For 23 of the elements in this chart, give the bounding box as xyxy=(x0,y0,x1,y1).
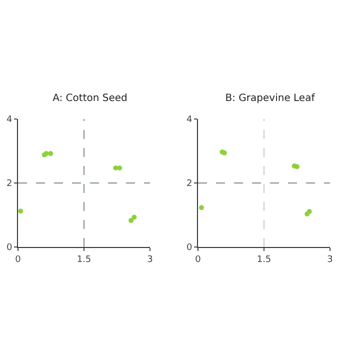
point xyxy=(48,151,54,156)
x-tick-label: 1.5 xyxy=(256,254,272,265)
x-tick-label: 1.5 xyxy=(76,254,92,265)
y-tick-label: 2 xyxy=(6,179,12,190)
x-tick-label: 3 xyxy=(147,254,153,265)
point xyxy=(199,205,204,210)
y-tick-label: 0 xyxy=(6,243,12,254)
point xyxy=(18,208,24,214)
point xyxy=(306,208,312,214)
y-tick-label: 0 xyxy=(186,243,192,254)
x-tick-label: 0 xyxy=(195,254,202,265)
point xyxy=(117,165,122,170)
y-tick-label: 4 xyxy=(6,115,12,126)
point xyxy=(294,164,300,170)
x-tick-label: 0 xyxy=(15,254,22,265)
y-tick-label: 2 xyxy=(186,179,192,190)
point xyxy=(113,165,118,170)
chart-title: A: Cotton Seed xyxy=(52,92,128,104)
x-tick-label: 3 xyxy=(327,254,333,265)
chart-title: B: Grapevine Leaf xyxy=(225,92,316,104)
point xyxy=(128,218,134,223)
point xyxy=(132,214,137,220)
y-tick-label: 4 xyxy=(186,115,192,126)
